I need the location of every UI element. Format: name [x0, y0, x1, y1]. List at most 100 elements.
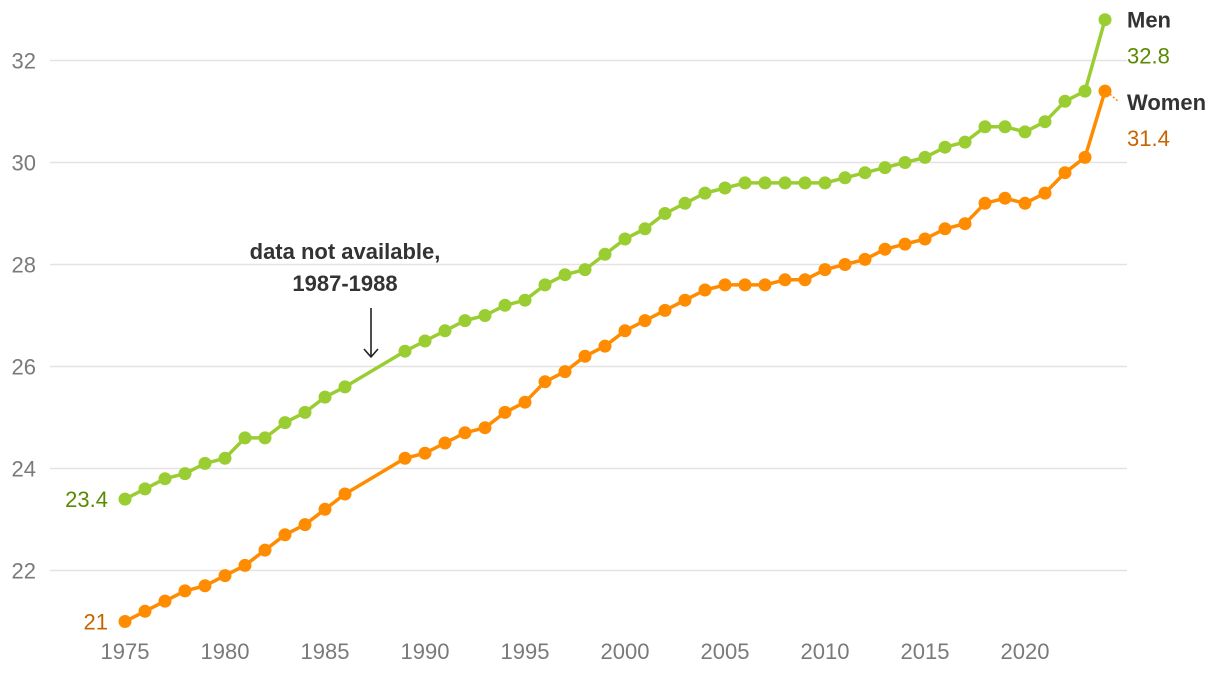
men-point [278, 416, 292, 430]
women-point [818, 263, 832, 277]
women-point [118, 615, 132, 628]
men-point [538, 278, 552, 292]
y-tick-label: 26 [12, 355, 36, 380]
women-point [578, 349, 592, 363]
women-point [1078, 150, 1092, 164]
men-point [598, 247, 612, 261]
women-name-label: Women [1127, 90, 1206, 115]
men-point [198, 456, 212, 470]
men-point [578, 263, 592, 277]
women-point [278, 528, 292, 542]
women-point [498, 405, 512, 419]
women-point [258, 543, 272, 557]
x-tick-label: 1995 [501, 639, 550, 664]
women-point [518, 395, 532, 409]
x-tick-label: 1975 [101, 639, 150, 664]
annotation: data not available, 1987-1988 [250, 239, 441, 358]
men-point [238, 431, 252, 445]
women-point [138, 604, 152, 618]
women-point [698, 283, 712, 297]
y-tick-label: 22 [12, 559, 36, 584]
men-point [178, 467, 192, 481]
men-point [658, 207, 672, 220]
y-tick-label: 32 [12, 49, 36, 74]
annotation-line-1: data not available, [250, 239, 441, 264]
women-point [798, 273, 812, 287]
x-tick-label: 2020 [1001, 639, 1050, 664]
women-point [478, 421, 492, 435]
women-point [178, 584, 192, 598]
series-women [118, 84, 1112, 628]
men-point [838, 171, 852, 185]
y-tick-label: 30 [12, 151, 36, 176]
women-start-value: 21 [84, 610, 108, 635]
x-tick-label: 2015 [901, 639, 950, 664]
men-name-label: Men [1127, 8, 1171, 33]
women-point [198, 579, 212, 593]
y-tick-label: 24 [12, 457, 36, 482]
y-tick-label: 28 [12, 253, 36, 278]
series [118, 13, 1112, 628]
men-point [858, 166, 872, 180]
men-point [898, 156, 912, 169]
men-point [798, 176, 812, 190]
women-point [338, 487, 352, 501]
women-point [158, 594, 172, 608]
women-point [938, 222, 952, 236]
women-point [758, 278, 772, 292]
men-point [878, 161, 892, 175]
women-point [598, 339, 612, 353]
women-point [858, 252, 872, 266]
women-point [618, 324, 632, 338]
men-start-value: 23.4 [65, 487, 108, 512]
women-point [998, 191, 1012, 205]
men-point [318, 390, 332, 404]
men-point [458, 314, 472, 328]
men-point [1098, 13, 1112, 27]
men-point [398, 344, 412, 358]
men-point [938, 140, 952, 154]
women-label-leader [1109, 93, 1120, 103]
women-point [918, 232, 932, 246]
women-end-value: 31.4 [1127, 126, 1170, 151]
women-point [318, 502, 332, 516]
annotation-line-2: 1987-1988 [292, 271, 397, 296]
women-point [238, 558, 252, 572]
women-point [298, 518, 312, 532]
men-point [478, 309, 492, 322]
women-point [658, 303, 672, 317]
women-point [958, 217, 972, 231]
men-point [518, 293, 532, 307]
men-point [138, 482, 152, 496]
men-point [338, 380, 352, 394]
men-point [118, 492, 132, 506]
women-point [218, 569, 232, 583]
women-point [538, 375, 552, 389]
x-tick-label: 2000 [601, 639, 650, 664]
women-point [878, 242, 892, 256]
women-point [738, 278, 752, 292]
series-labels: Men 32.8 23.4 Women 31.4 21 [65, 8, 1206, 635]
x-tick-label: 1985 [301, 639, 350, 664]
men-point [438, 324, 452, 338]
men-point [618, 232, 632, 246]
women-point [638, 314, 652, 328]
men-point [678, 196, 692, 210]
men-point [1058, 94, 1072, 108]
men-point [958, 135, 972, 149]
women-point [978, 196, 992, 210]
men-point [778, 176, 792, 190]
men-point [698, 186, 712, 200]
women-point [418, 446, 432, 460]
x-tick-label: 2005 [701, 639, 750, 664]
women-point [458, 426, 472, 440]
men-point [418, 334, 432, 348]
women-point [838, 258, 852, 271]
men-point [918, 150, 932, 164]
men-point [638, 222, 652, 236]
x-tick-label: 1990 [401, 639, 450, 664]
women-point [1018, 196, 1032, 210]
series-men [118, 13, 1112, 506]
women-point [398, 451, 412, 465]
